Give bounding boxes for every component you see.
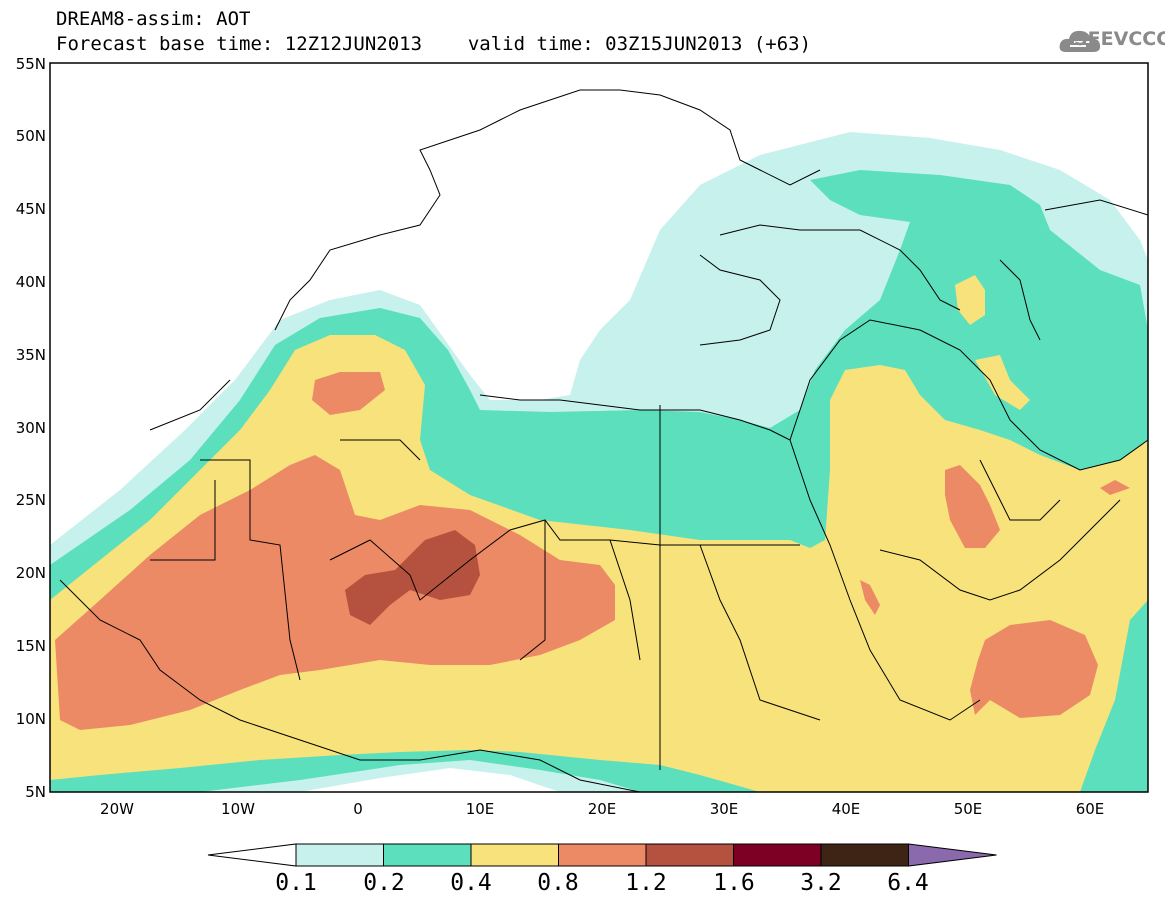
lon-label: 10W [221,800,255,818]
aot-contour-0.4 [50,335,1148,792]
lon-label: 0 [353,800,363,818]
colorbar-segment [820,843,909,867]
aot-contour-0.8-yemen [970,620,1098,718]
colorbar-segment [733,843,822,867]
lon-label: 20W [100,800,134,818]
lon-label: 40E [831,800,861,818]
colorbar-label: 0.1 [275,870,317,896]
aot-contour-0.8-arabia [945,465,1000,548]
aot-contour-0.8-gulf [1100,480,1130,495]
lat-label: 25N [15,491,46,509]
lat-label: 30N [15,419,46,437]
colorbar-label: 3.2 [800,870,842,896]
colorbar-label: 6.4 [887,870,929,896]
colorbar-label: 0.4 [450,870,492,896]
colorbar-underflow-triangle [207,843,297,867]
lat-label: 20N [15,564,46,582]
aot-contour-0.4-caspian [955,275,985,325]
base-time-label: Forecast base time: [56,33,274,55]
map-title: DREAM8-assim: AOT [56,8,251,30]
lon-label: 30E [709,800,739,818]
colorbar-segment [295,843,384,867]
logo-text: SEEVCCC [1074,28,1165,50]
colorbar-label: 1.6 [713,870,755,896]
lat-label: 55N [15,55,46,73]
aot-contour-0.8-sudan [860,580,880,615]
colorbar-segment [383,843,472,867]
cloud-icon [1059,30,1101,52]
forecast-times: Forecast base time: 12Z12JUN2013 valid t… [56,33,811,55]
aot-contour-0.8 [55,455,615,730]
lat-label: 40N [15,273,46,291]
lon-label: 20E [587,800,617,818]
colorbar-label: 0.8 [537,870,579,896]
colorbar-label: 0.2 [363,870,405,896]
lat-label: 15N [15,637,46,655]
valid-time: 03Z15JUN2013 (+63) [605,33,812,55]
aot-contour-guinea-white [300,768,560,792]
colorbar-segment [645,843,734,867]
lon-label: 10E [465,800,495,818]
colorbar-segment [558,843,647,867]
map-frame [49,62,1149,793]
aot-contour-1.2 [345,530,480,625]
aot-contour-0.4-iran [975,355,1030,410]
colorbar-segment [470,843,559,867]
lat-label: 50N [15,127,46,145]
lat-label: 10N [15,710,46,728]
lon-label: 60E [1075,800,1105,818]
lat-label: 45N [15,200,46,218]
base-time: 12Z12JUN2013 [284,33,423,55]
colorbar-overflow-triangle [908,843,997,867]
lon-label: 50E [953,800,983,818]
valid-time-label: valid time: [467,33,594,55]
lat-label: 5N [25,783,46,801]
lat-label: 35N [15,346,46,364]
colorbar-label: 1.2 [625,870,667,896]
aot-contour-0.8-morocco [312,372,385,415]
coastlines [59,89,1148,792]
